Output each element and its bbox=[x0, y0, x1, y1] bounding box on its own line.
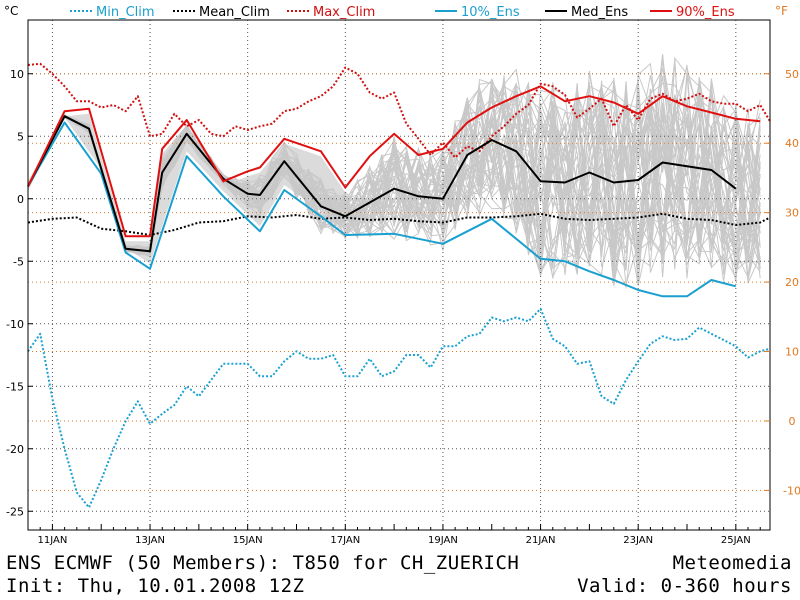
ensemble-spread-area bbox=[28, 113, 346, 264]
x-tick-label: 11JAN bbox=[37, 535, 67, 546]
plot-frame bbox=[27, 19, 771, 531]
x-tick-label: 15JAN bbox=[233, 535, 263, 546]
x-tick-label: 17JAN bbox=[330, 535, 360, 546]
y-tick-label-left: 0 bbox=[17, 193, 24, 206]
y-tick-label-right: 20 bbox=[785, 276, 799, 289]
legend-label: Med_Ens bbox=[571, 5, 628, 20]
y-tick-label-left: -20 bbox=[6, 443, 24, 456]
y-tick-label-right: 50 bbox=[785, 68, 799, 81]
legend: Min_Clim Mean_Clim Max_Clim 10%_Ens Med_Ens 9… bbox=[70, 5, 735, 20]
legend-label: 10%_Ens bbox=[461, 5, 520, 20]
series-line-max-clim bbox=[27, 62, 771, 159]
y-tick-label-left: -15 bbox=[6, 380, 24, 393]
y-tick-label-right: 10 bbox=[785, 346, 799, 359]
footer-title: ENS ECMWF (50 Members): T850 for CH_ZUER… bbox=[6, 552, 520, 574]
footer-provider: Meteomedia bbox=[672, 552, 792, 574]
footer-init-time: Init: Thu, 10.01.2008 12Z bbox=[6, 575, 305, 597]
series-line-mean-clim bbox=[27, 212, 771, 236]
y-unit-left: °C bbox=[4, 4, 18, 18]
x-tick-label: 13JAN bbox=[135, 535, 165, 546]
y-tick-label-right: 40 bbox=[785, 137, 799, 150]
y-tick-label-left: -5 bbox=[13, 255, 24, 268]
footer-valid-range: Valid: 0-360 hours bbox=[577, 575, 792, 597]
y-tick-label-left: -25 bbox=[6, 505, 24, 518]
x-tick-label: 23JAN bbox=[623, 535, 653, 546]
series-line-90-ens bbox=[27, 85, 761, 238]
x-tick-label: 21JAN bbox=[526, 535, 556, 546]
legend-label: Max_Clim bbox=[313, 5, 375, 20]
series-line-med-ens bbox=[27, 115, 737, 253]
legend-label: 90%_Ens bbox=[676, 5, 735, 20]
y-tick-label-right: 30 bbox=[785, 207, 799, 220]
series-line-10-ens bbox=[27, 121, 737, 298]
x-tick-label: 25JAN bbox=[721, 535, 751, 546]
series-line-min-clim bbox=[27, 307, 771, 509]
grid-layer bbox=[28, 20, 770, 530]
y-tick-label-left: 10 bbox=[10, 68, 24, 81]
x-tick-label: 19JAN bbox=[428, 535, 458, 546]
legend-label: Min_Clim bbox=[96, 5, 155, 20]
series-layer bbox=[27, 62, 771, 509]
y-tick-label-right: -10 bbox=[783, 484, 800, 497]
y-tick-label-right: 0 bbox=[789, 415, 796, 428]
legend-label: Mean_Clim bbox=[199, 5, 270, 20]
y-unit-right: °F bbox=[775, 4, 788, 18]
y-tick-label-left: 5 bbox=[17, 130, 24, 143]
y-tick-label-left: -10 bbox=[6, 318, 24, 331]
